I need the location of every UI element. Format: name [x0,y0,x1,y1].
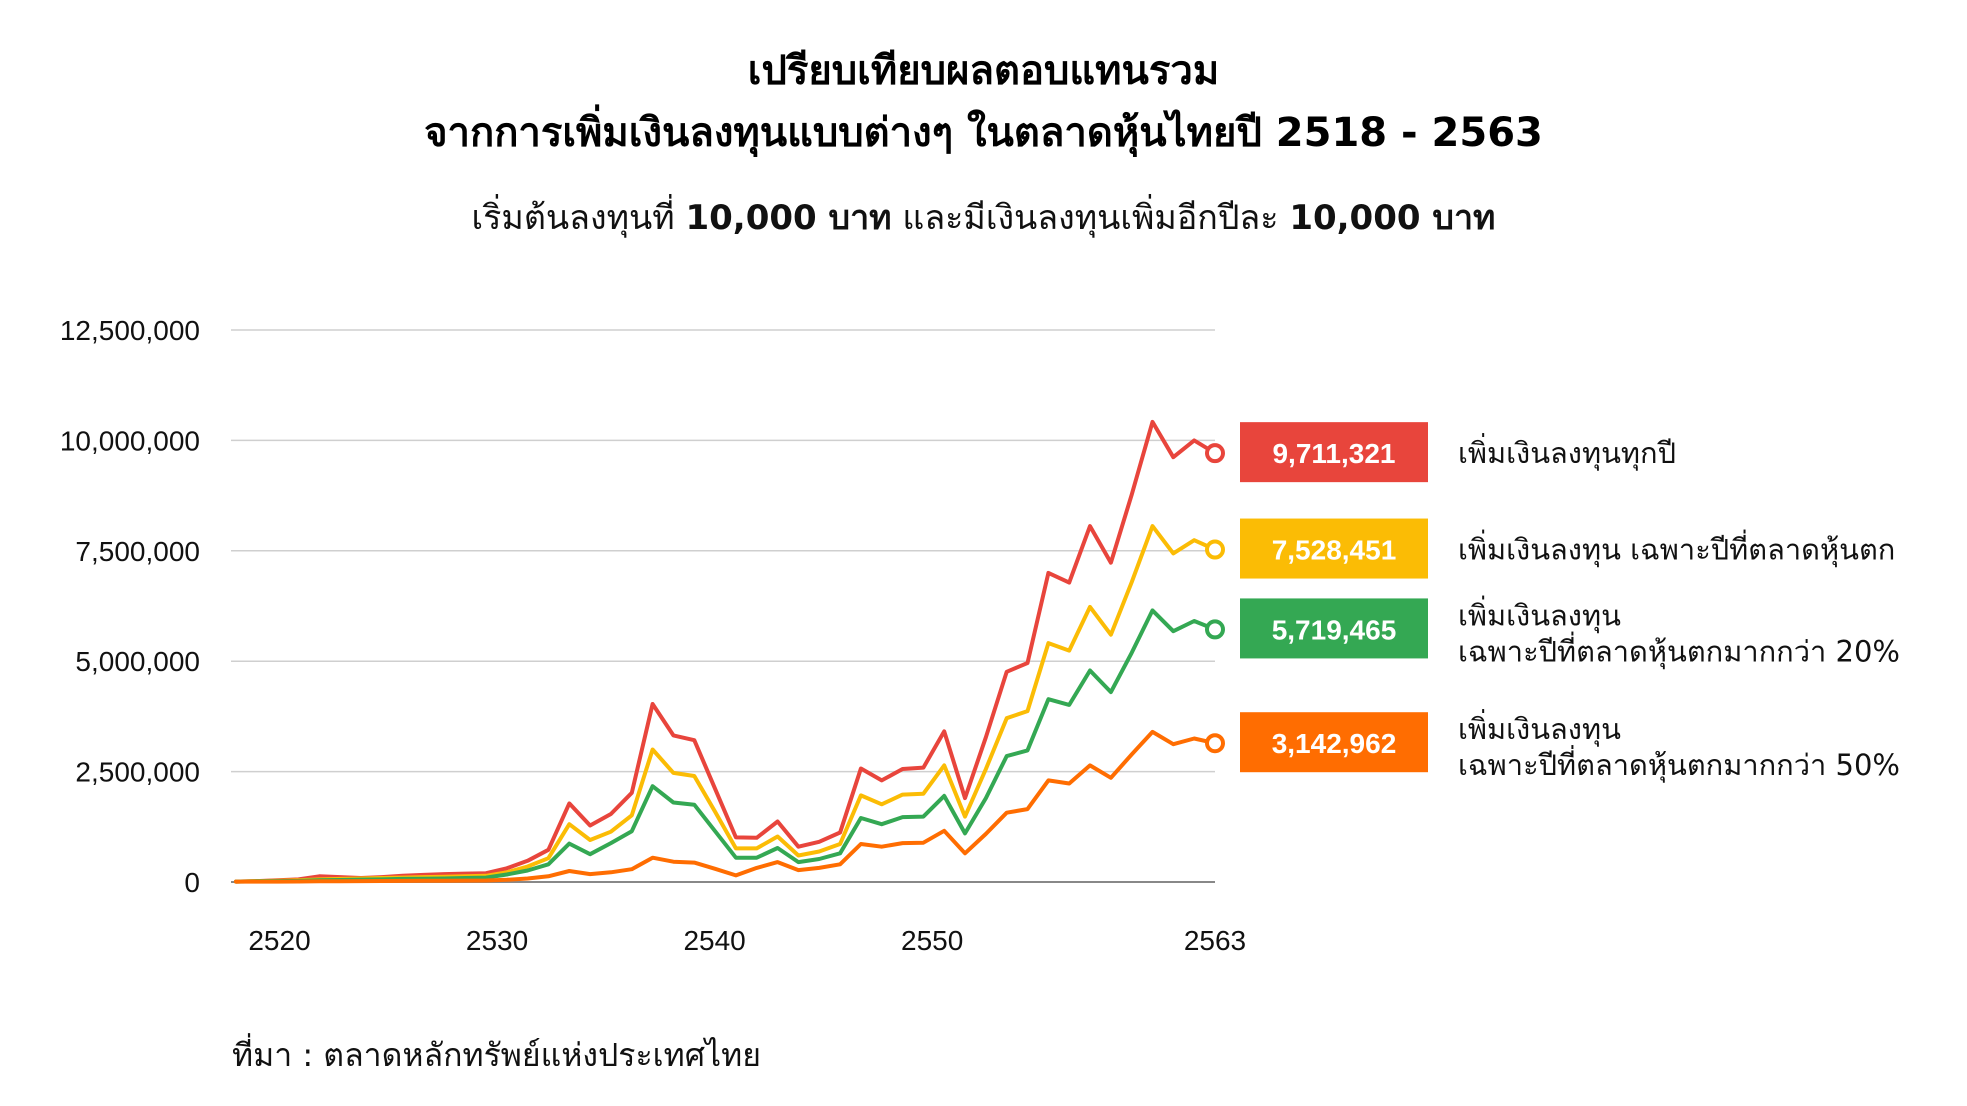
value-badge-3 [1240,712,1428,773]
series-end-marker-3 [1205,733,1225,754]
chart-subtitle: เริ่มต้นลงทุนที่ 10,000 บาท และมีเงินลงท… [0,190,1967,244]
value-badge-label: 3,142,962 [1272,728,1397,759]
series-end-marker-2 [1205,619,1225,640]
source-note: ที่มา : ตลาดหลักทรัพย์แห่งประเทศไทย [232,1036,761,1074]
series-end-marker-0 [1205,443,1225,464]
chart-title-line2: จากการเพิ่มเงินลงทุนแบบต่างๆ ในตลาดหุ้นไ… [424,110,1543,156]
y-tick-label: 7,500,000 [75,536,200,567]
series-name-label: เฉพาะปีที่ตลาดหุ้นตกมากกว่า 20% [1458,631,1900,669]
x-tick-label: 2540 [683,925,745,956]
y-tick-label: 5,000,000 [75,646,200,677]
value-badge-label: 9,711,321 [1272,438,1395,469]
series-name-label: เพิ่มเงินลงทุน [1458,709,1621,747]
value-badge-0 [1240,422,1428,483]
value-badge-label: 5,719,465 [1272,614,1397,645]
y-tick-label: 2,500,000 [75,757,200,788]
chart-title-line1: เปรียบเทียบผลตอบแทนรวม [747,48,1220,94]
y-tick-label: 0 [184,867,200,898]
series-name-label: เพิ่มเงินลงทุน เฉพาะปีที่ตลาดหุ้นตก [1458,530,1895,568]
subtitle-bold-1: 10,000 บาท [685,198,892,238]
series-end-marker-1 [1205,539,1225,560]
value-badge-label: 7,528,451 [1272,535,1397,566]
x-tick-label: 2530 [466,925,528,956]
y-tick-label: 10,000,000 [60,425,200,456]
series-line-3 [234,729,1217,884]
series-name-label: เฉพาะปีที่ตลาดหุ้นตกมากกว่า 50% [1458,745,1900,783]
series-name-label: เพิ่มเงินลงทุนทุกปี [1458,433,1676,471]
subtitle-text-1: เริ่มต้นลงทุนที่ [471,198,686,238]
x-tick-label: 2520 [248,925,310,956]
x-tick-label: 2563 [1184,925,1246,956]
y-tick-label: 12,500,000 [60,315,200,346]
value-badge-2 [1240,598,1428,659]
subtitle-text-2: และมีเงินลงทุนเพิ่มอีกปีละ [891,198,1290,238]
subtitle-bold-2: 10,000 บาท [1289,198,1496,238]
x-tick-label: 2550 [901,925,963,956]
value-badge-1 [1240,518,1428,579]
series-name-label: เพิ่มเงินลงทุน [1458,595,1621,633]
